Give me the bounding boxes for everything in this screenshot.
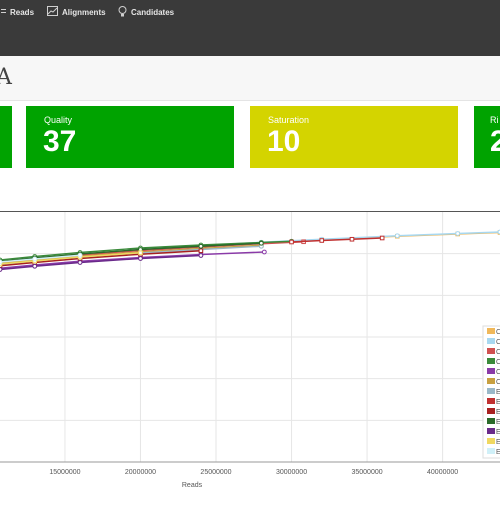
legend-label: C	[496, 379, 500, 386]
legend-label: E	[496, 419, 500, 426]
legend-label: C	[496, 369, 500, 376]
legend-swatch	[487, 438, 495, 444]
x-tick-label: 15000000	[49, 469, 80, 476]
stat-card-value: 2	[490, 125, 500, 158]
legend-swatch	[487, 408, 495, 414]
legend-label: E	[496, 449, 500, 456]
legend-swatch	[487, 378, 495, 384]
x-tick-label: 20000000	[125, 469, 156, 476]
legend-label: E	[496, 429, 500, 436]
data-point	[319, 238, 325, 243]
alignments-icon	[47, 6, 62, 18]
nav-item-label: Alignments	[62, 7, 106, 17]
data-point	[198, 248, 204, 254]
series-10	[0, 253, 204, 272]
legend-label: C	[496, 359, 500, 366]
lightbulb-icon	[118, 5, 131, 19]
stat-card-quality: Quality 37	[26, 106, 234, 168]
data-point	[32, 263, 38, 269]
series-7	[289, 235, 385, 245]
data-point	[0, 267, 3, 272]
legend-label: C	[496, 349, 500, 356]
series-line	[291, 237, 383, 243]
nav-item-label: Reads	[10, 7, 35, 17]
series-12	[0, 252, 83, 265]
page-title: A	[0, 65, 12, 90]
page-header-band	[0, 56, 500, 101]
stat-card	[0, 106, 12, 168]
reads-icon	[0, 7, 10, 18]
series-line	[0, 242, 262, 263]
x-tick-label: 25000000	[200, 469, 231, 476]
legend-swatch	[487, 338, 495, 344]
data-point	[138, 256, 143, 261]
data-point	[258, 240, 264, 246]
stat-card-partial: Ri 2	[474, 106, 500, 168]
legend-swatch	[487, 368, 495, 374]
data-point	[138, 250, 143, 256]
x-tick-label: 35000000	[351, 469, 382, 476]
data-point	[289, 239, 294, 245]
x-tick-label: 40000000	[427, 469, 458, 476]
legend-label: E	[496, 399, 500, 406]
top-navigation-bar: Reads Alignments Candidates	[0, 0, 500, 56]
data-point	[77, 260, 83, 265]
series-line	[0, 244, 262, 264]
nav-item-label: Candidates	[131, 7, 175, 17]
data-point	[349, 236, 355, 242]
nav-item-alignments[interactable]: Alignments	[47, 4, 106, 20]
legend-swatch	[487, 428, 495, 434]
legend-label: E	[496, 409, 500, 416]
data-point	[379, 235, 385, 241]
nav-item-reads[interactable]: Reads	[0, 4, 34, 20]
legend-label: E	[496, 389, 500, 396]
stat-card-saturation: Saturation 10	[250, 106, 458, 168]
stat-card-label: Ri	[490, 115, 499, 125]
saturation-chart: 15000000 20000000 25000000 30000000 35000000…	[0, 211, 500, 501]
stat-card-value: 10	[267, 125, 301, 158]
data-point	[394, 233, 400, 239]
data-point	[0, 259, 3, 265]
x-axis-label: Reads	[182, 482, 203, 489]
legend-swatch	[487, 358, 495, 364]
legend-swatch	[487, 418, 495, 424]
stat-card-value: 37	[43, 125, 77, 158]
legend-swatch	[487, 348, 495, 354]
stat-card-label: Saturation	[268, 115, 310, 125]
data-point	[198, 243, 204, 249]
legend-label: C	[496, 329, 500, 336]
series-line	[0, 251, 265, 269]
legend-label: E	[496, 439, 500, 446]
nav-item-candidates[interactable]: Candidates	[118, 4, 174, 20]
data-point	[198, 253, 204, 258]
legend-swatch	[487, 398, 495, 404]
legend-label: C	[496, 339, 500, 346]
series-line	[0, 252, 141, 265]
legend-swatch	[487, 448, 495, 454]
data-point	[261, 249, 267, 255]
legend-swatch	[487, 328, 495, 334]
stat-card-label: Quality	[44, 115, 73, 125]
data-point	[455, 231, 461, 236]
legend-swatch	[487, 388, 495, 394]
line-chart-svg: 15000000 20000000 25000000 30000000 35000000…	[0, 212, 500, 489]
data-point	[77, 252, 83, 258]
data-point	[32, 256, 38, 262]
x-tick-label: 30000000	[276, 469, 307, 476]
